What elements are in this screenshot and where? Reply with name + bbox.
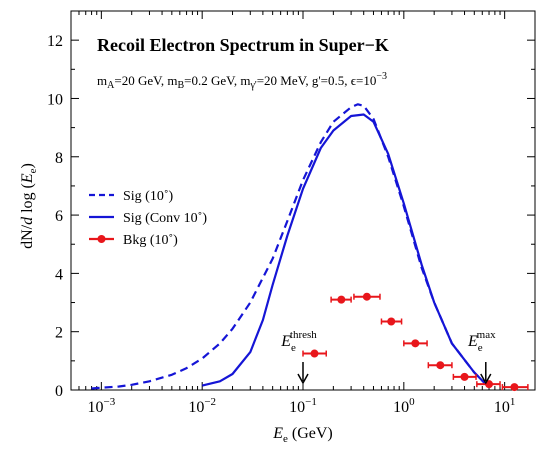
bkg-point [436,361,445,370]
y-tick-label: 10 [47,91,63,108]
y-tick-label: 6 [55,208,63,225]
x-tick-label: 101 [494,396,515,416]
x-tick-label: 10−1 [289,396,317,416]
bkg-point [460,372,469,381]
x-tick-label: 100 [393,396,415,416]
chart-title: Recoil Electron Spectrum in Super−K [97,35,389,55]
annotation-thresh-arrow-head [297,373,309,385]
legend-label-sig-conv: Sig (Conv 10˚) [123,211,207,226]
bkg-point [411,339,420,348]
legend-swatch-bkg-dot [97,235,106,243]
bkg-point [510,383,519,392]
y-tick-label: 12 [47,33,63,50]
bkg-point [337,295,346,304]
tick-marks [70,11,536,391]
signal-curves [91,103,487,390]
y-tick-label: 2 [55,325,63,342]
bkg-point [387,317,396,326]
legend-label-bkg: Bkg (10˚) [123,233,178,248]
x-tick-label: 10−3 [87,396,115,416]
annotation-max-label: Eemax [467,329,496,354]
annotation-thresh-label: Eethresh [280,329,317,354]
y-tick-label: 0 [55,383,63,400]
annotation-max-arrow-head [480,373,492,385]
bkg-point [310,349,319,358]
series-line-sig-conv [201,113,487,387]
x-axis-label: Ee (GeV) [272,425,333,445]
background-points [302,292,529,392]
chart-subtitle: mA=20 GeV, mB=0.2 GeV, mγ'=20 MeV, g'=0.… [97,71,387,91]
legend: Sig (10˚) Sig (Conv 10˚) Bkg (10˚) [89,189,207,248]
bkg-point [362,292,371,301]
legend-label-sig: Sig (10˚) [123,189,174,204]
y-axis-label: dN/d log (Ee) [19,163,39,249]
x-tick-labels: 10−3 10−2 10−1 100 101 [87,396,515,416]
y-tick-labels: 0 2 4 6 8 10 12 [47,33,63,400]
y-tick-label: 4 [55,266,63,283]
annotations: Eethresh Eemax [280,329,496,385]
x-tick-label: 10−2 [188,396,216,416]
y-tick-label: 8 [55,150,63,167]
